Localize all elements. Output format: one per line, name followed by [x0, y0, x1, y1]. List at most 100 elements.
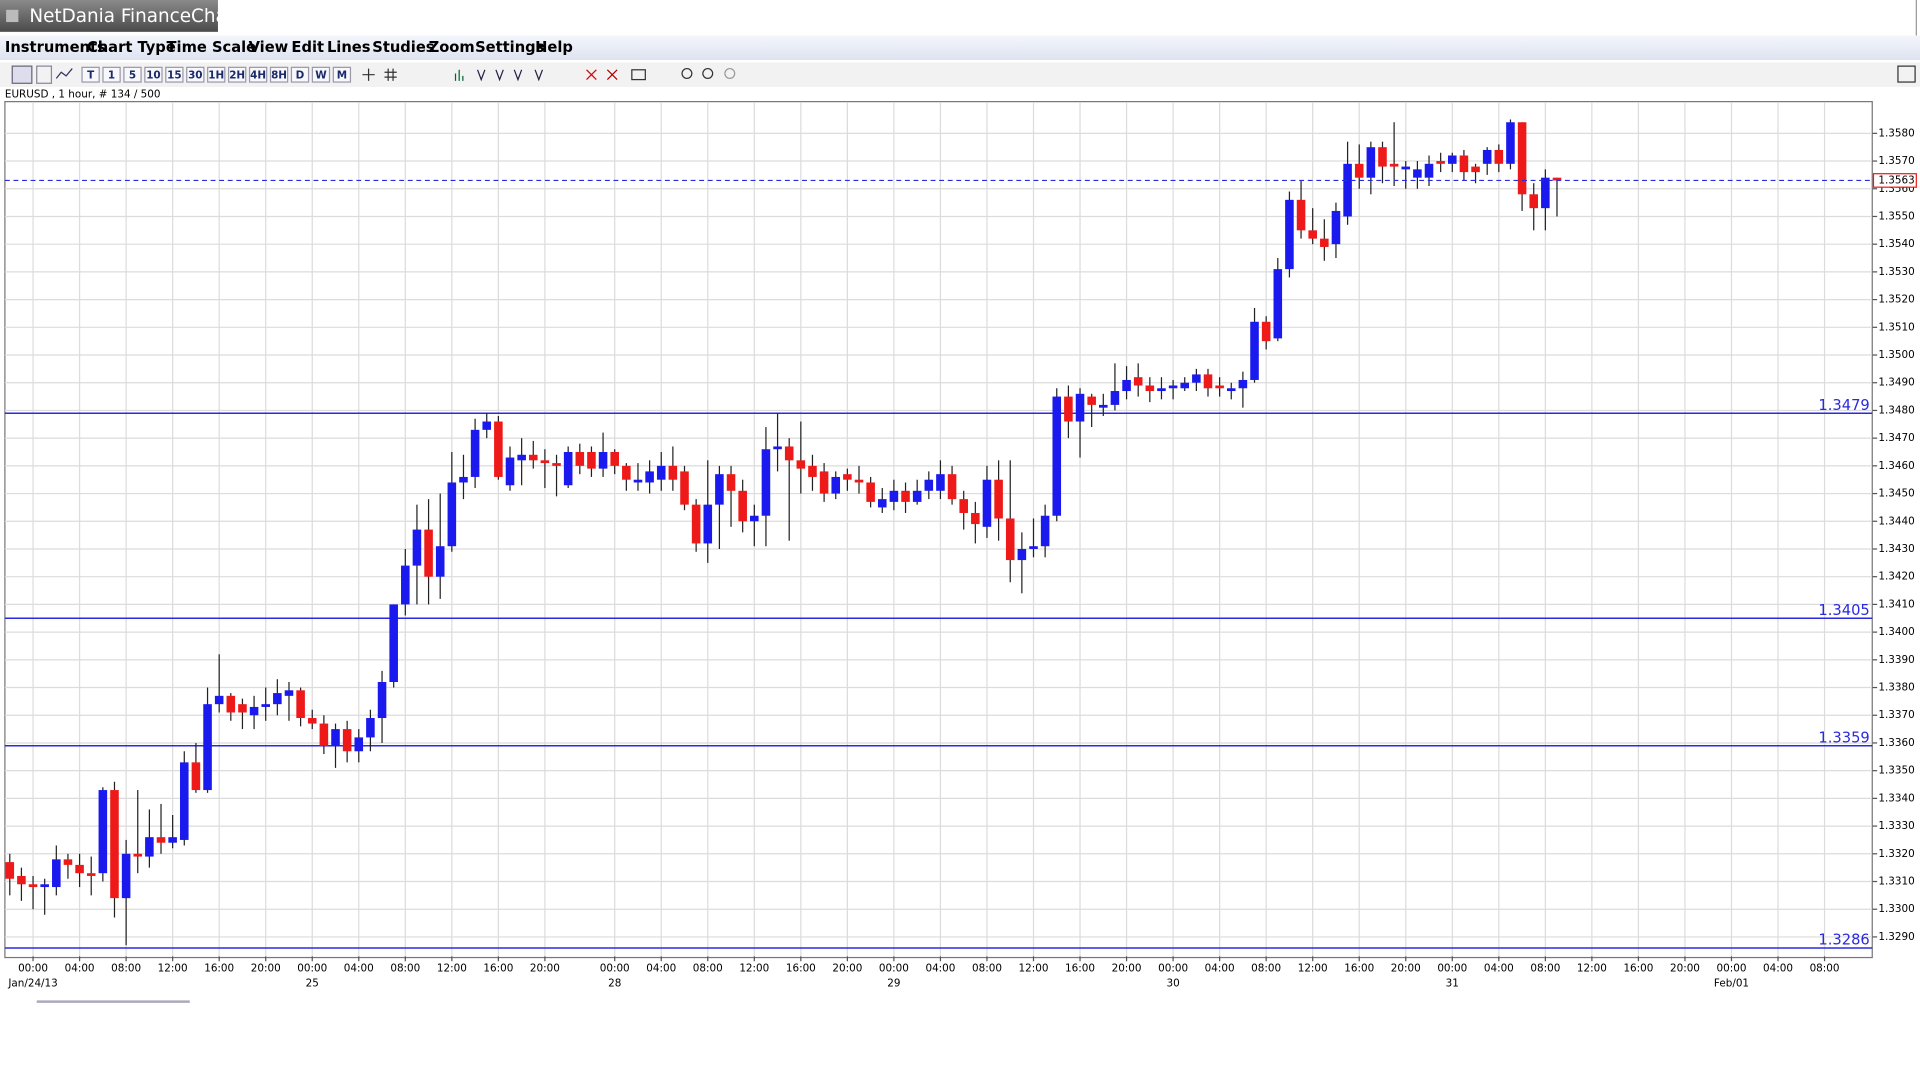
icon-zoom-in[interactable] [681, 67, 693, 79]
candle-body [540, 460, 550, 464]
toolbar-button-label[interactable]: D [296, 69, 305, 81]
toolbar-button[interactable] [290, 66, 310, 83]
y-tick-label: 1.3360 [1878, 737, 1914, 749]
toolbar-button-label[interactable]: 2H [229, 69, 245, 81]
candle-body [1180, 382, 1190, 389]
x-tick-label: 12:00 [437, 963, 467, 975]
menu-item[interactable]: Instruments [5, 39, 106, 56]
x-tick-label: 08:00 [693, 963, 723, 975]
candle-body [1250, 321, 1259, 380]
menu-item[interactable]: Studies [372, 39, 435, 56]
x-tick-label: 12:00 [1577, 963, 1607, 975]
candle-body [1378, 147, 1387, 167]
toolbar-button[interactable] [332, 66, 352, 83]
toolbar-button[interactable] [102, 66, 121, 83]
tool-line[interactable] [55, 68, 73, 79]
toolbar-button-label[interactable]: 5 [129, 69, 136, 81]
candle-body [1308, 230, 1317, 239]
candle-body [40, 884, 49, 888]
x-tick-label: 16:00 [1065, 963, 1095, 975]
candle-body [831, 476, 841, 494]
menu-item[interactable]: Settings [475, 39, 545, 56]
menu-item[interactable]: Chart Type [87, 39, 176, 56]
candle-body [563, 452, 573, 486]
icon-lines[interactable] [476, 69, 544, 82]
candle-body [1087, 396, 1096, 405]
x-tick-label: 04:00 [344, 963, 374, 975]
candle-body [680, 471, 689, 505]
y-tick-label: 1.3340 [1878, 792, 1914, 804]
toolbar-button-label[interactable]: 1 [108, 69, 115, 81]
toolbar-button[interactable] [311, 66, 331, 83]
window-title: NetDania FinanceChart [29, 6, 241, 27]
icon-panel[interactable] [1897, 65, 1916, 83]
candle-body [1122, 379, 1131, 392]
candle-body [1238, 379, 1248, 389]
chart-label: EURUSD , 1 hour, # 134 / 500 [5, 88, 161, 100]
toolbar-button-label[interactable]: M [337, 69, 347, 81]
menu-item[interactable]: Edit [291, 39, 324, 56]
toolbar-button[interactable] [227, 66, 247, 83]
toolbar-button[interactable] [186, 66, 205, 83]
candle-body [610, 452, 619, 466]
candle-body [261, 704, 270, 707]
x-tick-label: 20:00 [1670, 963, 1700, 975]
candle-body [656, 465, 666, 480]
candle-body [1331, 210, 1341, 245]
candle-body [98, 790, 108, 874]
toolbar-button-label[interactable]: 8H [271, 69, 287, 81]
toolbar-button-label[interactable]: 10 [146, 69, 160, 81]
menu-item[interactable]: View [249, 39, 289, 56]
toolbar-button[interactable] [81, 66, 100, 83]
icon-volume[interactable] [454, 69, 464, 81]
toolbar-button[interactable] [165, 66, 184, 83]
toolbar-button-label[interactable]: 1H [208, 69, 224, 81]
toolbar-button-label[interactable]: 4H [250, 69, 266, 81]
toolbar-button[interactable] [248, 66, 268, 83]
icon-delete-all[interactable] [606, 69, 618, 81]
icon-grid[interactable] [384, 68, 397, 81]
x-tick-label: 00:00 [1158, 963, 1188, 975]
toolbar-button[interactable] [207, 66, 226, 83]
candle-body [366, 718, 375, 738]
toolbar-button[interactable] [123, 66, 142, 83]
candle-body [901, 490, 910, 502]
toolbar-button-label[interactable]: W [315, 69, 327, 81]
menu-item[interactable]: Time Scale [167, 39, 257, 56]
date-label: 29 [887, 977, 900, 989]
candle-body [947, 474, 957, 500]
candle-body [412, 529, 422, 566]
toolbar-button[interactable] [144, 66, 163, 83]
candle-body [843, 474, 852, 480]
menu-item[interactable]: Zoom [429, 39, 475, 56]
x-tick-label: 08:00 [1810, 963, 1840, 975]
y-tick-label: 1.3450 [1878, 488, 1914, 500]
candle-body [1110, 391, 1120, 405]
y-tick-label: 1.3490 [1878, 377, 1914, 389]
icon-crosshair[interactable] [362, 68, 375, 81]
tool-chart[interactable] [11, 65, 33, 84]
menu-item[interactable]: Help [535, 39, 573, 56]
level-label: 1.3479 [1818, 397, 1869, 414]
toolbar-button-label[interactable]: T [87, 69, 95, 81]
y-tick-label: 1.3330 [1878, 820, 1914, 832]
icon-delete[interactable] [586, 69, 597, 81]
menu-item[interactable]: Lines [327, 39, 371, 56]
candle-body [435, 546, 445, 577]
icon-print[interactable] [631, 69, 646, 81]
candle-body [482, 421, 492, 430]
icon-zoom-out[interactable] [702, 67, 714, 79]
candle-body [1506, 122, 1515, 164]
candle-body [1436, 161, 1445, 164]
toolbar-button-label[interactable]: 15 [167, 69, 181, 81]
toolbar-button-label[interactable]: 30 [188, 69, 202, 81]
candle-body [296, 690, 305, 719]
toolbar-button[interactable] [269, 66, 289, 83]
candle-body [342, 729, 352, 752]
candle-body [1029, 546, 1038, 549]
candle-body [912, 490, 922, 502]
icon-zoom-reset[interactable] [724, 67, 736, 79]
tool-candle[interactable] [36, 65, 53, 84]
candle-body [1517, 122, 1527, 195]
x-tick-label: 04:00 [1763, 963, 1793, 975]
